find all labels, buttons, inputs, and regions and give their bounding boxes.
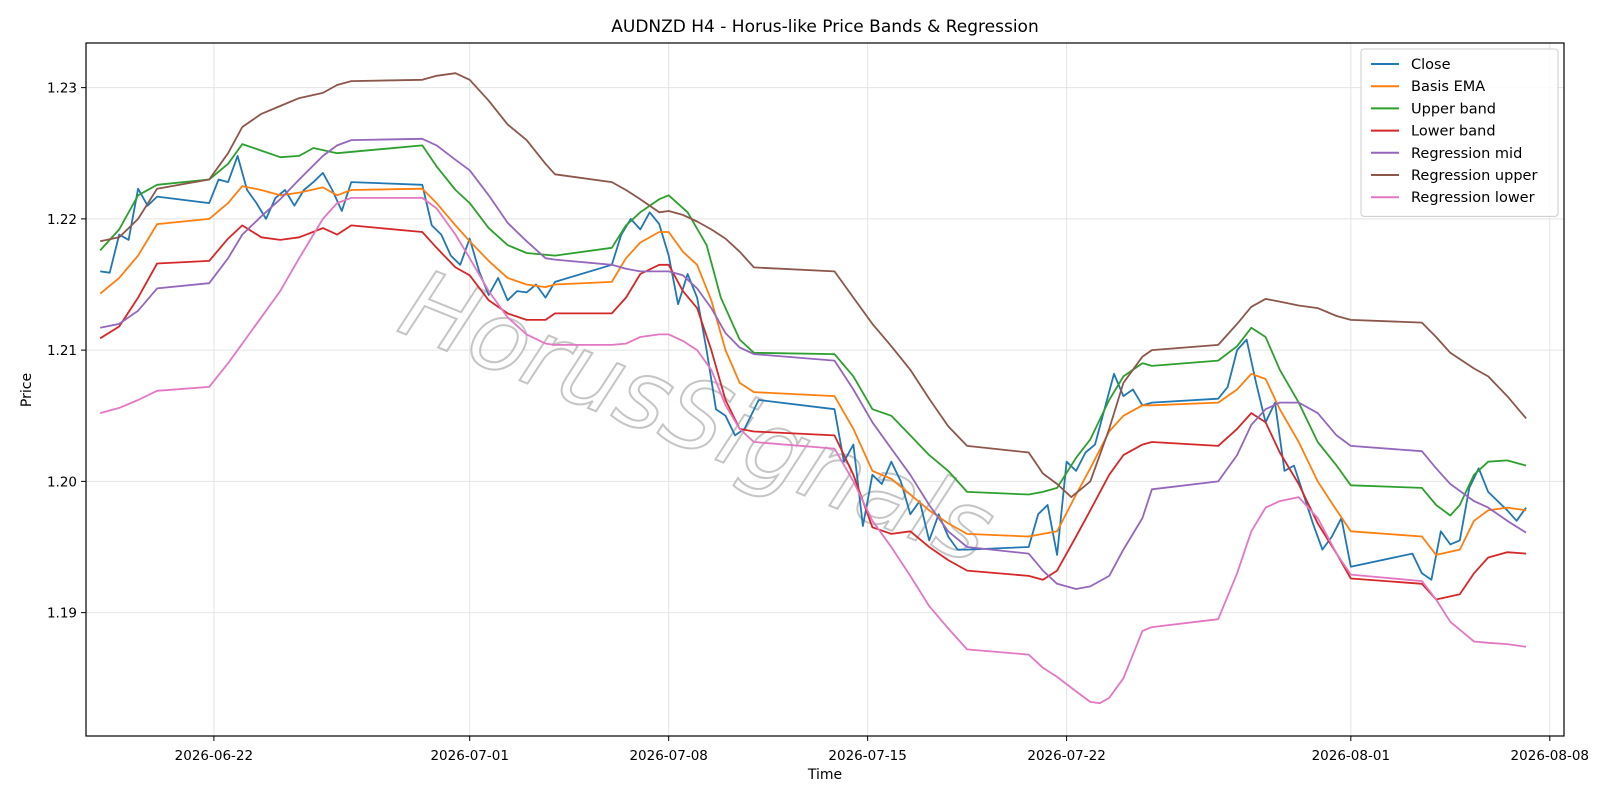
gridlines [86, 43, 1564, 736]
series-line-lower-band [99, 224, 1527, 601]
x-tick-label: 2026-06-22 [175, 748, 253, 764]
x-tick-label: 2026-07-01 [430, 748, 508, 764]
y-tick-label: 1.19 [47, 606, 77, 622]
x-tick-label: 2026-08-08 [1511, 748, 1589, 764]
y-axis-label: Price [19, 373, 35, 407]
x-tick-label: 2026-08-01 [1312, 748, 1390, 764]
legend-label-close: Close [1411, 57, 1451, 73]
y-tick-label: 1.20 [47, 474, 77, 490]
legend-label-regression-mid: Regression mid [1411, 146, 1522, 162]
legend-label-basis-ema: Basis EMA [1411, 79, 1485, 95]
series-line-basis-ema [99, 185, 1527, 556]
legend-label-lower-band: Lower band [1411, 124, 1496, 140]
x-tick-label: 2026-07-15 [828, 748, 906, 764]
legend-label-upper-band: Upper band [1411, 101, 1496, 117]
y-tick-label: 1.21 [47, 343, 77, 359]
x-tick-label: 2026-07-22 [1027, 748, 1105, 764]
y-tick-label: 1.22 [47, 212, 77, 228]
y-tick-label: 1.23 [47, 81, 77, 97]
chart-title: AUDNZD H4 - Horus-like Price Bands & Reg… [611, 17, 1038, 37]
legend-box [1360, 48, 1559, 217]
series-line-upper-band [99, 143, 1527, 517]
series-lines [99, 72, 1527, 705]
legend: Close Basis EMA Upper band Lower band Regres… [1360, 48, 1559, 217]
series-line-close [100, 154, 1527, 581]
x-tick-label: 2026-07-08 [629, 748, 707, 764]
series-line-regression-mid [100, 137, 1527, 590]
x-axis-label: Time [807, 767, 842, 783]
series-line-regression-upper [100, 72, 1527, 499]
axis-ticks: 2026-06-22 2026-07-01 2026-07-08 2026-07-15… [47, 81, 1589, 764]
series-line-regression-lower [99, 196, 1527, 705]
plot-frame [85, 42, 1565, 737]
legend-label-regression-upper: Regression upper [1411, 168, 1537, 184]
legend-label-regression-lower: Regression lower [1411, 190, 1535, 206]
